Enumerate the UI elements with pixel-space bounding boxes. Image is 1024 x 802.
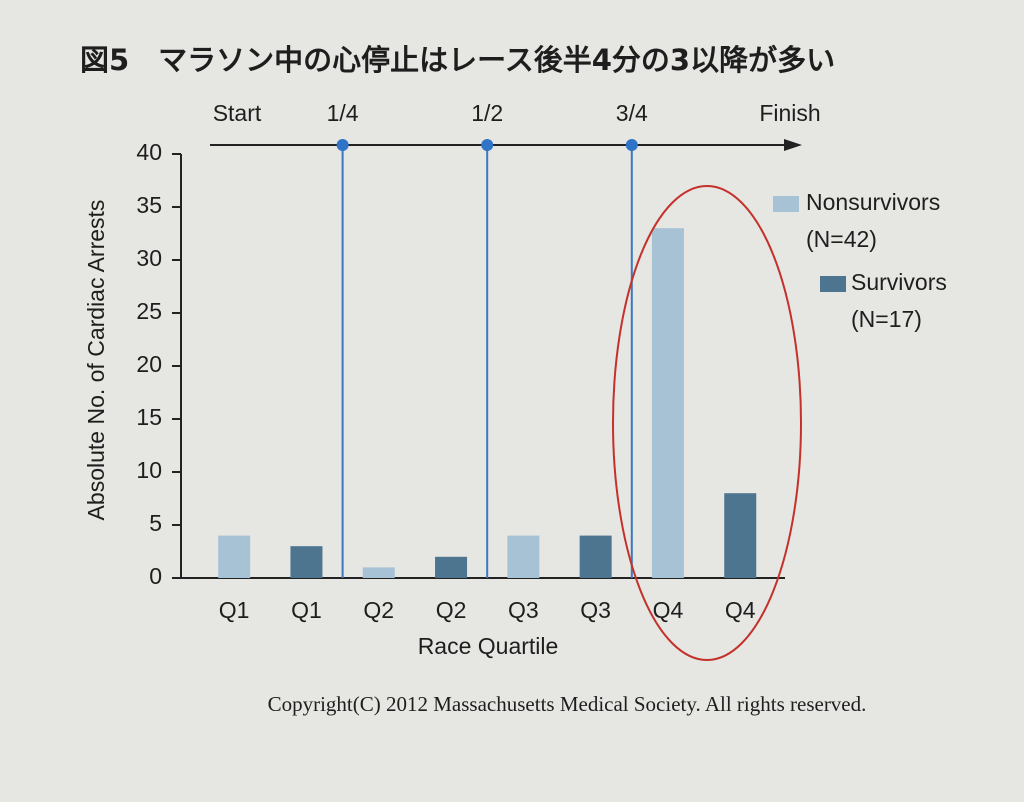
bar xyxy=(435,556,468,578)
race-marker-dot xyxy=(481,139,494,151)
legend-label: Nonsurvivors xyxy=(806,189,940,215)
race-marker-label: 3/4 xyxy=(616,100,648,126)
legend-count: (N=42) xyxy=(806,226,877,252)
highlight-ellipse xyxy=(612,185,802,661)
x-tick-label: Q4 xyxy=(653,597,684,623)
race-marker-label: Finish xyxy=(759,100,820,126)
x-tick-label: Q2 xyxy=(363,597,394,623)
chart-title: 図5 マラソン中の心停止はレース後半4分の3以降が多い xyxy=(80,43,835,77)
bar xyxy=(724,493,757,578)
y-tick-label: 15 xyxy=(136,404,162,430)
y-axis-label: Absolute No. of Cardiac Arrests xyxy=(83,200,109,521)
x-tick-label: Q1 xyxy=(291,597,322,623)
legend-swatch xyxy=(820,276,846,292)
race-arrow xyxy=(784,139,802,151)
bar xyxy=(362,567,395,578)
race-marker-label: 1/2 xyxy=(471,100,503,126)
bar xyxy=(651,228,684,578)
race-marker-label: 1/4 xyxy=(327,100,359,126)
legend-swatch xyxy=(773,196,799,212)
y-tick-label: 0 xyxy=(149,563,162,589)
copyright: Copyright(C) 2012 Massachusetts Medical … xyxy=(268,692,867,716)
legend-count: (N=17) xyxy=(851,306,922,332)
y-tick-label: 10 xyxy=(136,457,162,483)
race-marker-dot xyxy=(336,139,349,151)
y-tick-label: 35 xyxy=(136,192,162,218)
race-marker-dot xyxy=(625,139,638,151)
race-marker-label: Start xyxy=(213,100,262,126)
x-tick-label: Q2 xyxy=(436,597,467,623)
x-tick-label: Q3 xyxy=(580,597,611,623)
bar xyxy=(290,546,323,578)
y-tick-label: 20 xyxy=(136,351,162,377)
x-tick-label: Q4 xyxy=(725,597,756,623)
legend-label: Survivors xyxy=(851,269,947,295)
x-tick-label: Q1 xyxy=(219,597,250,623)
y-tick-label: 40 xyxy=(136,139,162,165)
bar xyxy=(218,535,251,578)
x-tick-label: Q3 xyxy=(508,597,539,623)
x-axis-label: Race Quartile xyxy=(418,633,559,659)
y-tick-label: 30 xyxy=(136,245,162,271)
y-tick-label: 25 xyxy=(136,298,162,324)
bar xyxy=(507,535,540,578)
y-tick-label: 5 xyxy=(149,510,162,536)
bar xyxy=(579,535,612,578)
